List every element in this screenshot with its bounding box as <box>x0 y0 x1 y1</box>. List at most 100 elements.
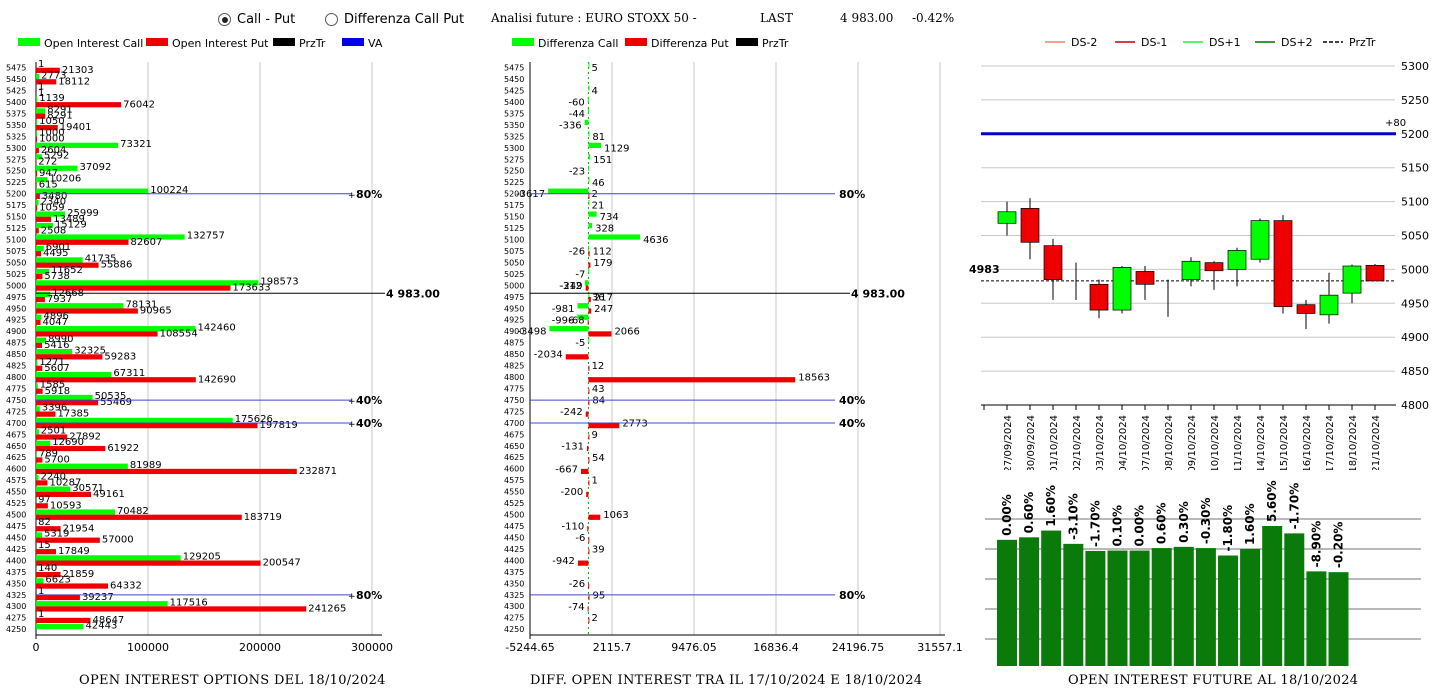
y-tick-label: 4800 <box>1401 399 1429 412</box>
call-value-label: 10206 <box>49 173 81 184</box>
put-diff-bar <box>587 526 589 532</box>
call-bar <box>36 73 40 80</box>
call-diff-bar <box>588 268 590 275</box>
date-label: 16/10/2024 <box>1302 415 1313 470</box>
strike-label: 5025 <box>504 270 524 279</box>
strike-label: 4275 <box>6 614 26 623</box>
call-value-label: 25999 <box>67 208 99 219</box>
call-value-label: 8291 <box>47 105 72 116</box>
put-diff-bar <box>587 606 589 612</box>
put-diff-bar <box>588 422 620 429</box>
strike-label: 4650 <box>6 442 26 451</box>
put-bar <box>36 434 68 440</box>
candle-body <box>1319 294 1339 316</box>
put-bar <box>36 549 56 555</box>
oi-bar <box>1151 548 1172 666</box>
put-bar <box>36 354 103 360</box>
y-tick-label: 4950 <box>1401 297 1429 310</box>
future-candlestick-chart: DS-2 DS-1 DS+1 DS+2 PrzTr 5300 5250 5200 5150 510… <box>969 36 1429 470</box>
put-value-label: 49161 <box>93 489 125 500</box>
put-value-label: 7937 <box>47 294 72 305</box>
diff-value-label: -3498 <box>517 327 546 338</box>
strike-label: 5475 <box>6 64 26 73</box>
strike-label: 5350 <box>504 121 524 130</box>
diff-value-label: -336 <box>559 120 582 131</box>
legend-label: Differenza Call <box>538 37 618 50</box>
diff-value-label: 9 <box>592 430 598 441</box>
diff-value-label: 36 <box>592 292 605 303</box>
oi-bar <box>1085 550 1106 666</box>
call-bar <box>36 211 66 217</box>
put-bar <box>36 491 92 497</box>
diff-value-label: -74 <box>568 602 584 613</box>
diff-value-label: -667 <box>555 464 578 475</box>
diff-value-label: 151 <box>593 155 612 166</box>
put-bar <box>36 571 61 578</box>
oi-bar <box>1284 533 1305 666</box>
diff-open-interest-chart: Differenza Call Differenza Put PrzTr -5244.… <box>504 37 963 654</box>
legend-swatch <box>736 38 758 46</box>
call-diff-bar <box>549 326 589 332</box>
call-bar <box>36 486 71 492</box>
strike-label: 4850 <box>6 350 26 359</box>
put-diff-bar <box>588 377 796 383</box>
radio-diff-call-put[interactable]: Differenza Call Put <box>325 12 464 27</box>
diff-value-label: 95 <box>592 590 605 601</box>
diff-value-label: 21 <box>592 201 605 212</box>
strike-label: 4325 <box>504 591 524 600</box>
oi-bar <box>1218 555 1238 666</box>
put-bar <box>36 262 99 268</box>
put-value-label: 5416 <box>44 340 69 351</box>
call-bar <box>36 532 42 538</box>
put-diff-bar <box>586 445 589 452</box>
put-value-label: 232871 <box>299 466 337 477</box>
oi-bar <box>1107 550 1128 666</box>
put-value-label: 4495 <box>43 248 68 259</box>
diff-value-label: -23 <box>569 166 585 177</box>
put-bar <box>36 388 43 394</box>
level-label: 80% <box>356 589 382 602</box>
diff-value-label: -110 <box>562 522 585 533</box>
call-value-label: 12690 <box>52 437 84 448</box>
oi-bar <box>1328 572 1349 666</box>
call-bar <box>36 624 84 630</box>
strike-label: 4700 <box>504 419 524 428</box>
call-bar <box>36 360 38 366</box>
x-tick-label: 31557.1 <box>917 641 963 654</box>
diff-value-label: 217 <box>594 292 613 303</box>
candle-body <box>1089 283 1109 311</box>
put-bar <box>36 67 60 73</box>
y-tick-label: 5300 <box>1401 60 1429 73</box>
put-bar <box>36 365 43 371</box>
strike-label: 5225 <box>6 178 26 187</box>
put-bar <box>36 136 38 142</box>
put-bar <box>36 319 41 326</box>
call-value-label: 50535 <box>95 391 127 402</box>
candle-body <box>1227 250 1247 270</box>
candle-body <box>1250 220 1270 260</box>
strike-label: 4650 <box>504 442 524 451</box>
call-value-label: 73321 <box>120 139 152 150</box>
call-bar <box>36 165 78 171</box>
put-bar <box>36 228 39 234</box>
put-value-label: 21859 <box>62 569 94 580</box>
oi-bar <box>1240 549 1261 666</box>
put-diff-bar <box>586 491 589 497</box>
diff-value-label: 2773 <box>622 418 647 429</box>
call-bar <box>36 268 50 275</box>
put-value-label: 19401 <box>60 122 92 133</box>
y-tick-label: 5200 <box>1401 128 1429 141</box>
oi-bar <box>1306 571 1327 666</box>
call-diff-bar <box>577 303 589 309</box>
last-change: -0.42% <box>912 11 955 25</box>
put-value-label: 55469 <box>100 397 132 408</box>
level-arrow: + <box>348 397 356 407</box>
strike-label: 5450 <box>6 75 26 84</box>
put-bar <box>36 583 109 589</box>
call-value-label: 41735 <box>85 254 117 265</box>
put-diff-bar <box>577 560 589 566</box>
candle-body <box>1112 267 1132 311</box>
call-diff-bar <box>587 96 589 103</box>
radio-call-put[interactable]: Call - Put <box>218 12 295 27</box>
level-arrow: + <box>348 420 356 430</box>
